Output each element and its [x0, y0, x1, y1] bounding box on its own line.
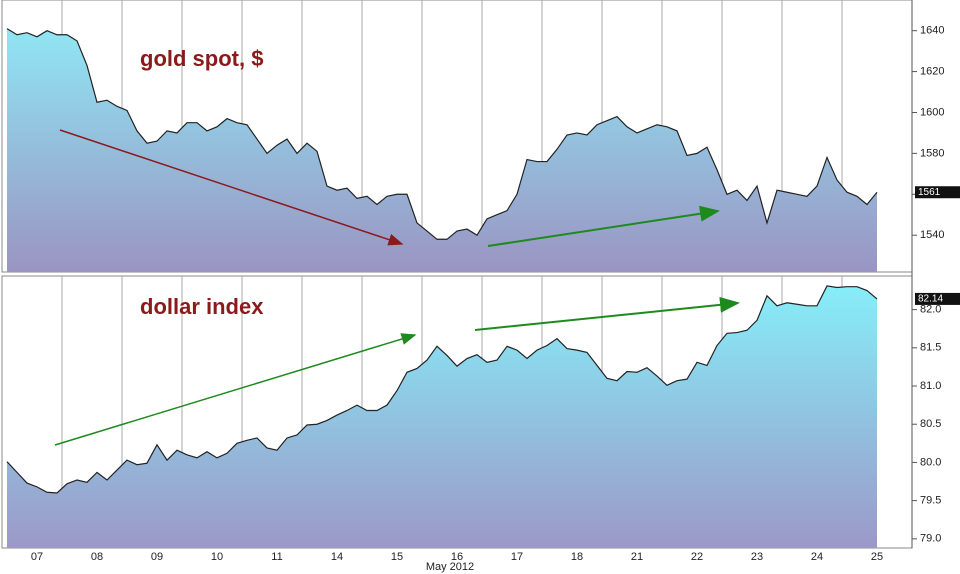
y-tick-label: 81.5 [920, 342, 941, 354]
series-name: dollar index [140, 294, 264, 319]
x-tick-label: 23 [751, 551, 763, 563]
series-name: gold spot, $ [140, 46, 263, 71]
arrow [487, 205, 720, 247]
y-tick-label: 1640 [920, 25, 944, 37]
x-tick-label: 22 [691, 551, 703, 563]
x-tick-label: 18 [571, 551, 583, 563]
x-tick-label: 16 [451, 551, 463, 563]
y-tick-label: 1540 [920, 229, 944, 241]
y-tick-label: 82.0 [920, 304, 941, 316]
y-tick-label: 79.5 [920, 495, 941, 507]
area [7, 285, 877, 548]
x-tick-label: 08 [91, 551, 103, 563]
y-tick-label: 79.0 [920, 533, 941, 545]
y-tick-label: 1620 [920, 65, 944, 77]
x-tick-label: 07 [31, 551, 43, 563]
y-tick-label: 80.5 [920, 418, 941, 430]
last-value-label: 1561 [918, 187, 941, 198]
line [6, 285, 878, 494]
line [6, 28, 878, 240]
x-tick-label: 11 [271, 551, 282, 563]
x-tick-label: 14 [331, 551, 343, 563]
y-tick-label: 1580 [920, 147, 944, 159]
y-tick-label: 1600 [920, 106, 944, 118]
x-tick-label: 15 [391, 551, 403, 563]
arrow [54, 333, 417, 446]
x-tick-label: 17 [511, 551, 523, 563]
x-tick-label: 24 [811, 551, 823, 563]
y-tick-label: 81.0 [920, 380, 941, 392]
x-tick-label: 09 [151, 551, 163, 563]
y-tick-label: 80.0 [920, 456, 941, 468]
area [7, 28, 877, 273]
last-value-box [915, 186, 960, 199]
last-value-label: 82.14 [918, 294, 943, 305]
last-value-box [915, 292, 960, 305]
arrow [59, 129, 404, 246]
x-tick-label: 21 [631, 551, 643, 563]
arrow [474, 296, 740, 331]
x-axis-label: May 2012 [426, 561, 474, 573]
x-tick-label: 10 [211, 551, 223, 563]
x-tick-label: 25 [871, 551, 883, 563]
